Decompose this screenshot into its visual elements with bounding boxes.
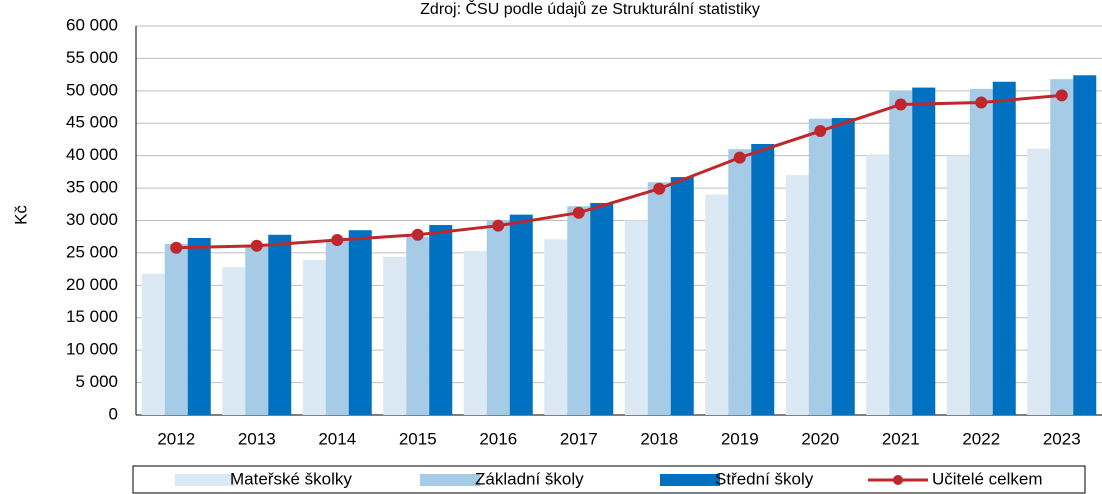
x-tick-label: 2021 [882,429,920,448]
x-tick-label: 2023 [1043,429,1081,448]
y-tick-label: 45 000 [66,113,118,132]
x-tick-label: 2012 [157,429,195,448]
bar [268,234,292,415]
x-tick-label: 2013 [238,429,276,448]
y-tick-label: 20 000 [66,275,118,294]
bar [912,87,936,415]
legend-label: Základní školy [475,469,584,488]
x-tick-label: 2018 [640,429,678,448]
bar [544,239,568,415]
legend-label: Střední školy [715,469,814,488]
y-tick-label: 30 000 [66,210,118,229]
bar [831,118,855,416]
bar [187,238,211,415]
bar [866,154,890,415]
y-tick-label: 60 000 [66,15,118,34]
bar [751,143,775,415]
bar [785,175,809,415]
line [176,93,1062,250]
bar [509,214,533,415]
bar [141,273,165,415]
legend-swatch [420,474,480,486]
legend-swatch [175,474,235,486]
x-tick-label: 2022 [962,429,1000,448]
line-marker [733,151,746,164]
bar [383,256,407,415]
bar [624,220,648,415]
x-tick-label: 2017 [560,429,598,448]
bar [164,243,188,415]
bar [463,250,487,415]
bar [1073,75,1097,416]
line-marker [411,228,424,241]
bar [406,236,430,415]
bar [728,149,752,415]
x-tick-label: 2014 [318,429,356,448]
bar [1050,79,1074,415]
x-tick-label: 2020 [801,429,839,448]
y-axis-label: Kč [11,205,30,225]
x-tick-label: 2016 [479,429,517,448]
bar [647,182,671,415]
line-marker [170,241,183,254]
y-tick-label: 50 000 [66,80,118,99]
bar [567,206,591,415]
bar [992,81,1016,416]
bar [222,267,246,415]
bar [889,90,913,415]
line-marker [492,219,505,232]
bar [429,225,453,415]
line-marker [572,206,585,219]
line-marker [975,96,988,109]
line-marker [814,125,827,138]
bar [486,220,510,415]
y-tick-label: 25 000 [66,242,118,261]
bar [245,246,269,415]
bar [348,230,372,415]
line-marker [1055,89,1068,102]
line-marker [894,98,907,111]
bar [705,194,729,415]
bar [969,88,993,415]
y-tick-label: 0 [109,404,118,423]
line-marker [250,239,263,252]
legend-label: Mateřské školky [230,469,352,488]
line-marker [653,182,666,195]
bar [590,202,614,415]
x-tick-label: 2015 [399,429,437,448]
y-tick-label: 10 000 [66,340,118,359]
bar [1027,148,1051,415]
bar [808,118,832,415]
y-tick-label: 40 000 [66,145,118,164]
legend-swatch-marker [893,475,903,485]
bar [325,239,349,415]
bar [946,155,970,415]
x-tick-label: 2019 [721,429,759,448]
line-marker [331,233,344,246]
y-tick-label: 15 000 [66,307,118,326]
legend-swatch [660,474,720,486]
y-tick-label: 55 000 [66,48,118,67]
bar [302,260,326,415]
legend-label: Učitelé celkem [932,469,1043,488]
y-tick-label: 35 000 [66,178,118,197]
chart-title: Zdroj: ČSU podle údajů ze Strukturální s… [420,0,760,18]
y-tick-label: 5 000 [75,372,118,391]
bar [670,177,694,415]
